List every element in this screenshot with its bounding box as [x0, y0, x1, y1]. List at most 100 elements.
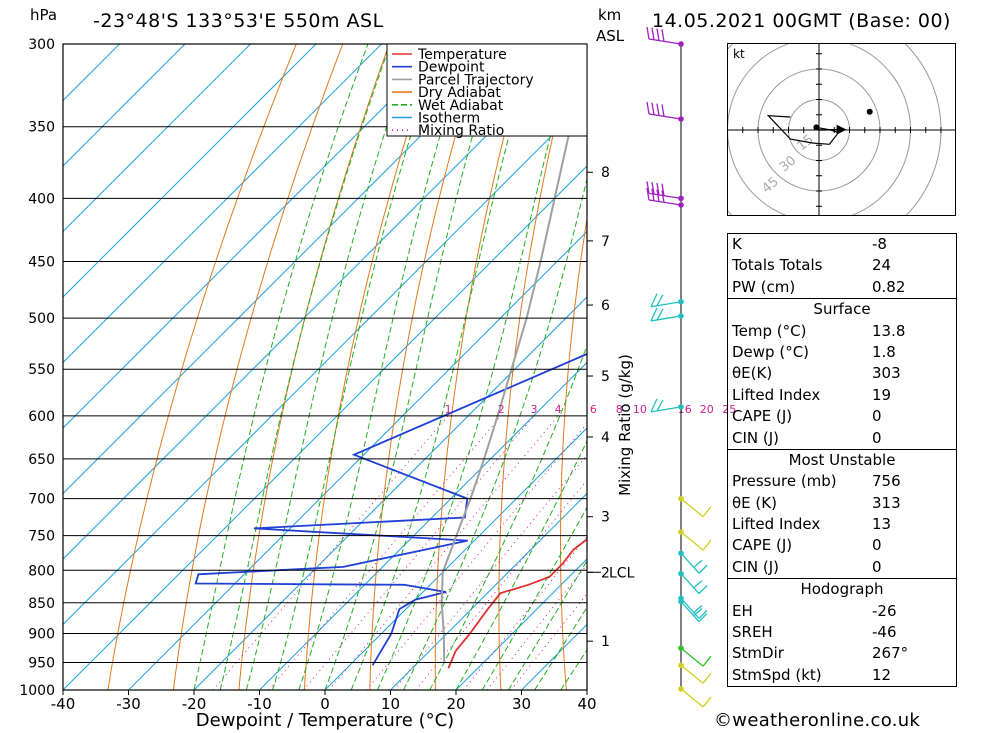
- mixing-ratio-label: 3: [530, 403, 537, 416]
- mixing-ratio-line: [366, 422, 587, 690]
- stat-label: Temp (°C): [732, 321, 807, 340]
- dry-adiabat-line: [678, 44, 714, 690]
- copyright-footer: ©weatheronline.co.uk: [714, 710, 921, 731]
- wind-barb: [646, 26, 684, 47]
- wet-adiabat-line: [193, 44, 369, 690]
- stat-value: 0: [872, 536, 882, 555]
- wind-barb: [678, 595, 708, 619]
- stat-value: 303: [872, 364, 901, 383]
- pressure-tick-label: 350: [28, 120, 55, 136]
- dewpoint-line: [194, 353, 587, 666]
- stat-value: 0: [872, 557, 882, 576]
- stat-label: Totals Totals: [732, 256, 823, 275]
- mixing-ratio-axis-label: Mixing Ratio (g/kg): [616, 354, 634, 496]
- stat-label: CAPE (J): [732, 536, 793, 555]
- pressure-tick-label: 950: [28, 655, 55, 671]
- hodograph-ring-label: 45: [759, 174, 781, 196]
- legend-label: Dewpoint: [418, 60, 485, 76]
- wet-adiabat-line: [245, 44, 415, 690]
- stat-label: SREH: [732, 623, 773, 642]
- parcel-trajectory-line: [440, 56, 587, 663]
- pressure-tick-label: 1000: [19, 683, 55, 699]
- wind-barb: [678, 686, 712, 708]
- isotherm-line: [63, 44, 513, 495]
- wind-barb: [678, 529, 712, 551]
- stat-value: 13: [872, 515, 892, 534]
- x-tick-label: 20: [446, 695, 465, 713]
- stat-label: Lifted Index: [732, 385, 821, 404]
- x-tick-label: -30: [116, 695, 141, 713]
- temperature-line: [447, 538, 587, 669]
- isotherm-line: [324, 427, 587, 690]
- pressure-tick-label: 900: [28, 626, 55, 642]
- mixing-ratio-label: 1: [445, 403, 452, 416]
- legend-label: Temperature: [417, 47, 507, 63]
- stat-label: StmSpd (kt): [732, 665, 822, 684]
- pressure-tick-label: 800: [28, 563, 55, 579]
- stat-row: Lifted Index 13: [728, 514, 956, 535]
- pressure-tick-label: 850: [28, 596, 55, 612]
- pressure-tick-label: 400: [28, 191, 55, 207]
- stat-value: 267°: [872, 644, 909, 663]
- pressure-tick-label: 700: [28, 492, 55, 508]
- legend-label: Wet Adiabat: [418, 98, 504, 114]
- stat-row: SREH -46: [728, 622, 956, 643]
- section-title: Most Unstable: [788, 450, 896, 469]
- stability-table: K -8 Totals Totals 24 PW (cm) 0.82 Surface Tem…: [727, 233, 957, 688]
- isotherm-line: [259, 361, 587, 690]
- stat-label: CIN (J): [732, 428, 780, 447]
- x-axis-label: Dewpoint / Temperature (°C): [196, 710, 454, 731]
- stat-label: StmDir: [732, 644, 784, 663]
- x-tick-label: -20: [182, 695, 207, 713]
- stat-value: 0.82: [872, 277, 906, 296]
- most-unstable-section: Most Unstable Pressure (mb) 756 θE (K) 313 Li…: [728, 448, 956, 578]
- hpa-unit: hPa: [30, 6, 58, 24]
- isotherm-line: [63, 44, 120, 102]
- km-tick-label: 2: [601, 565, 610, 581]
- pressure-tick-label: 450: [28, 255, 55, 271]
- stat-row: StmSpd (kt) 12: [728, 665, 956, 686]
- legend-label: Isotherm: [418, 111, 480, 127]
- stat-row: Dewp (°C) 1.8: [728, 342, 956, 363]
- stat-value: 24: [872, 256, 892, 275]
- pressure-tick-label: 600: [28, 409, 55, 425]
- mixing-ratio-label: 8: [616, 403, 623, 416]
- wind-barb: [678, 495, 712, 518]
- stat-value: -26: [872, 601, 897, 620]
- wet-adiabat-line: [455, 439, 587, 690]
- x-tick-label: 0: [320, 695, 330, 713]
- x-tick-label: 30: [512, 695, 531, 713]
- asl-unit: ASL: [596, 27, 625, 45]
- section-title: Hodograph: [800, 580, 884, 599]
- hodograph-end-dot: [866, 108, 873, 115]
- isotherm-line: [455, 558, 587, 690]
- mixing-ratio-label: 4: [555, 403, 562, 416]
- wind-barb: [650, 307, 684, 322]
- stat-label: Pressure (mb): [732, 472, 837, 491]
- wet-adiabat-line: [324, 44, 500, 690]
- stat-value: 313: [872, 493, 901, 512]
- stat-label: CAPE (J): [732, 407, 793, 426]
- wind-barb: [646, 187, 684, 208]
- stat-value: 13.8: [872, 321, 906, 340]
- legend-label: Dry Adiabat: [418, 85, 501, 101]
- pressure-tick-label: 300: [28, 37, 55, 53]
- wind-barb: [650, 293, 684, 308]
- stat-value: 19: [872, 385, 892, 404]
- hodograph-ring-label: 30: [777, 153, 799, 175]
- km-tick-label: 1: [601, 634, 610, 650]
- stat-row: Temp (°C) 13.8: [728, 321, 956, 342]
- km-tick-label: 3: [601, 510, 610, 526]
- legend-label: Parcel Trajectory: [418, 72, 534, 88]
- stat-row: θE(K) 303: [728, 363, 956, 384]
- stat-value: -8: [872, 235, 887, 253]
- stat-value: 756: [872, 472, 901, 491]
- stat-value: -46: [872, 623, 897, 642]
- mixing-ratio-label: 25: [722, 403, 736, 416]
- section-title: Surface: [813, 300, 871, 319]
- isotherm-line: [63, 44, 186, 167]
- stat-row: Totals Totals 24: [728, 255, 956, 276]
- stat-row: Lifted Index 19: [728, 385, 956, 406]
- isotherm-line: [63, 44, 317, 298]
- wind-barb: [646, 101, 684, 122]
